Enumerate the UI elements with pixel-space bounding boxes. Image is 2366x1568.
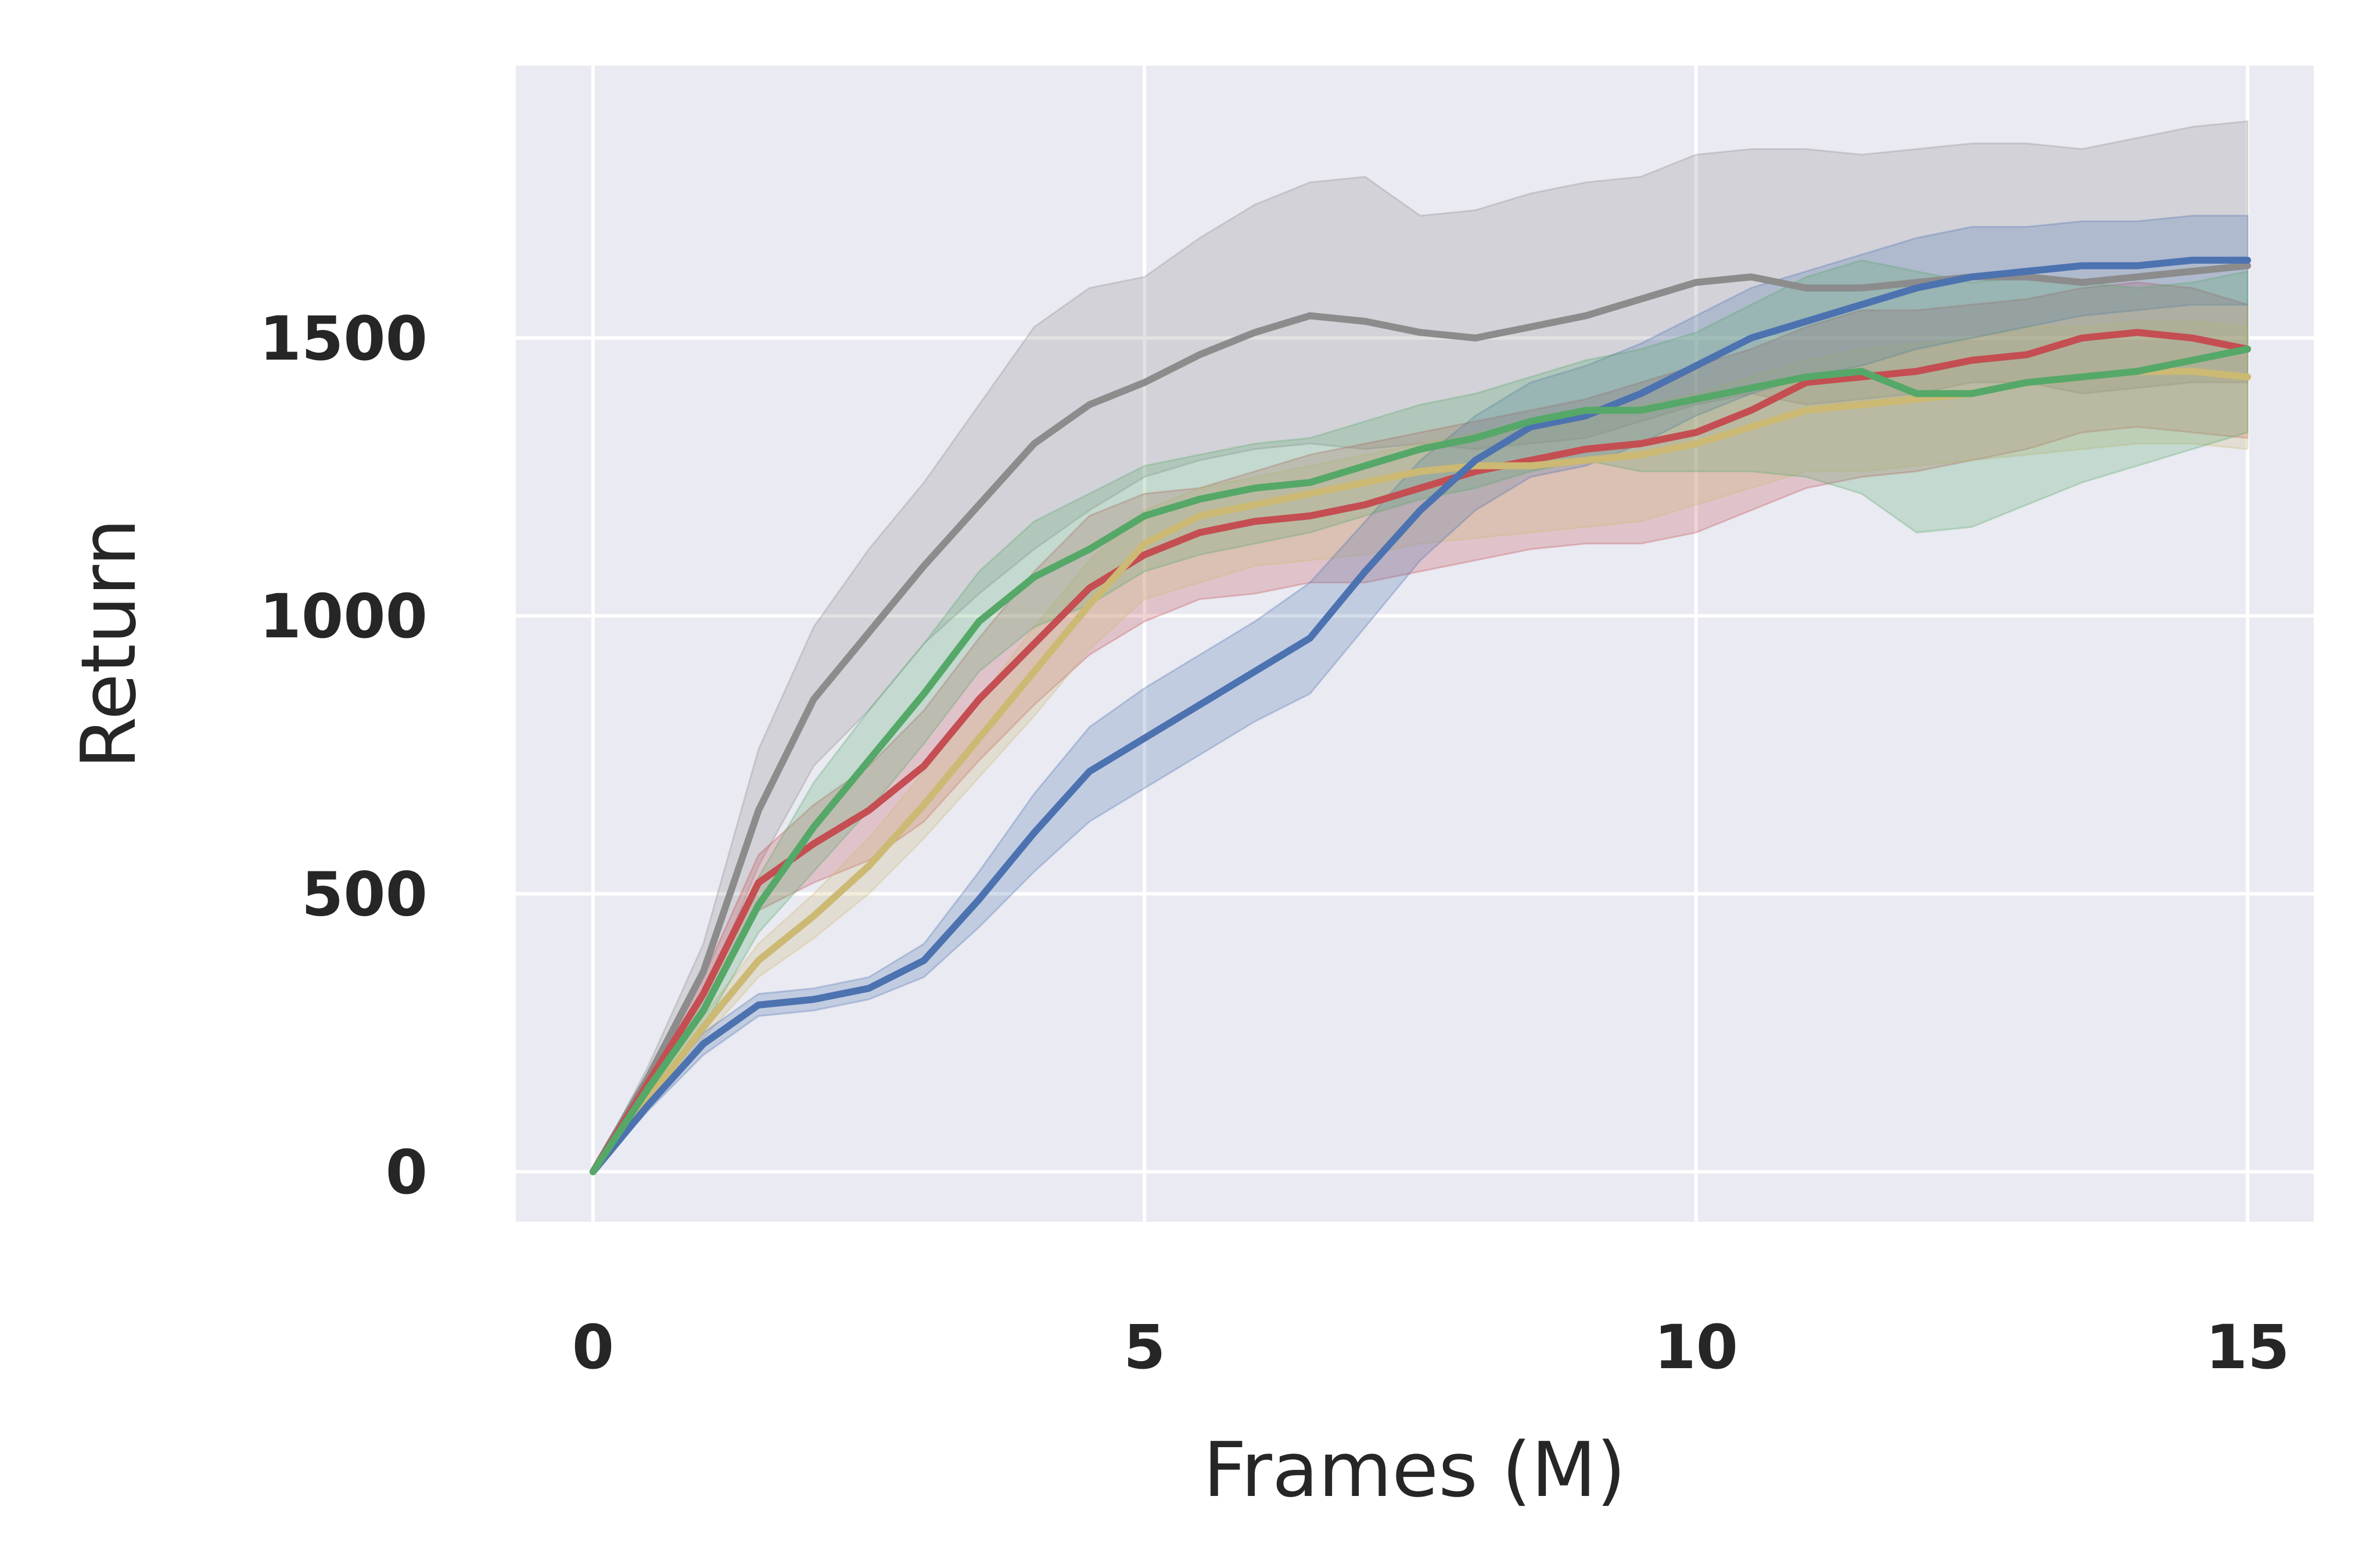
y-tick-label-2: 1000	[260, 581, 428, 652]
y-axis-label: Return	[64, 518, 153, 769]
x-axis-label: Frames (M)	[1203, 1426, 1626, 1514]
y-tick-label-3: 1500	[260, 303, 428, 374]
y-tick-label-1: 500	[301, 859, 428, 930]
y-tick-labels: 0 500 1000 1500	[260, 303, 428, 1208]
y-tick-label-0: 0	[386, 1137, 428, 1208]
x-tick-labels: 0 5 10 15	[572, 1312, 2290, 1383]
series-1-line	[589, 329, 2252, 1175]
series-1-band	[592, 281, 2249, 1172]
plot-background	[516, 66, 2314, 1222]
series-0-band	[592, 120, 2249, 1172]
series-4-line	[589, 345, 2252, 1175]
x-tick-label-1: 5	[1123, 1312, 1165, 1383]
x-tick-label-0: 0	[572, 1312, 614, 1383]
x-tick-label-3: 15	[2206, 1312, 2290, 1383]
series-3-line	[589, 256, 2252, 1175]
x-tick-label-2: 10	[1654, 1312, 1738, 1383]
series-lines	[589, 256, 2252, 1175]
